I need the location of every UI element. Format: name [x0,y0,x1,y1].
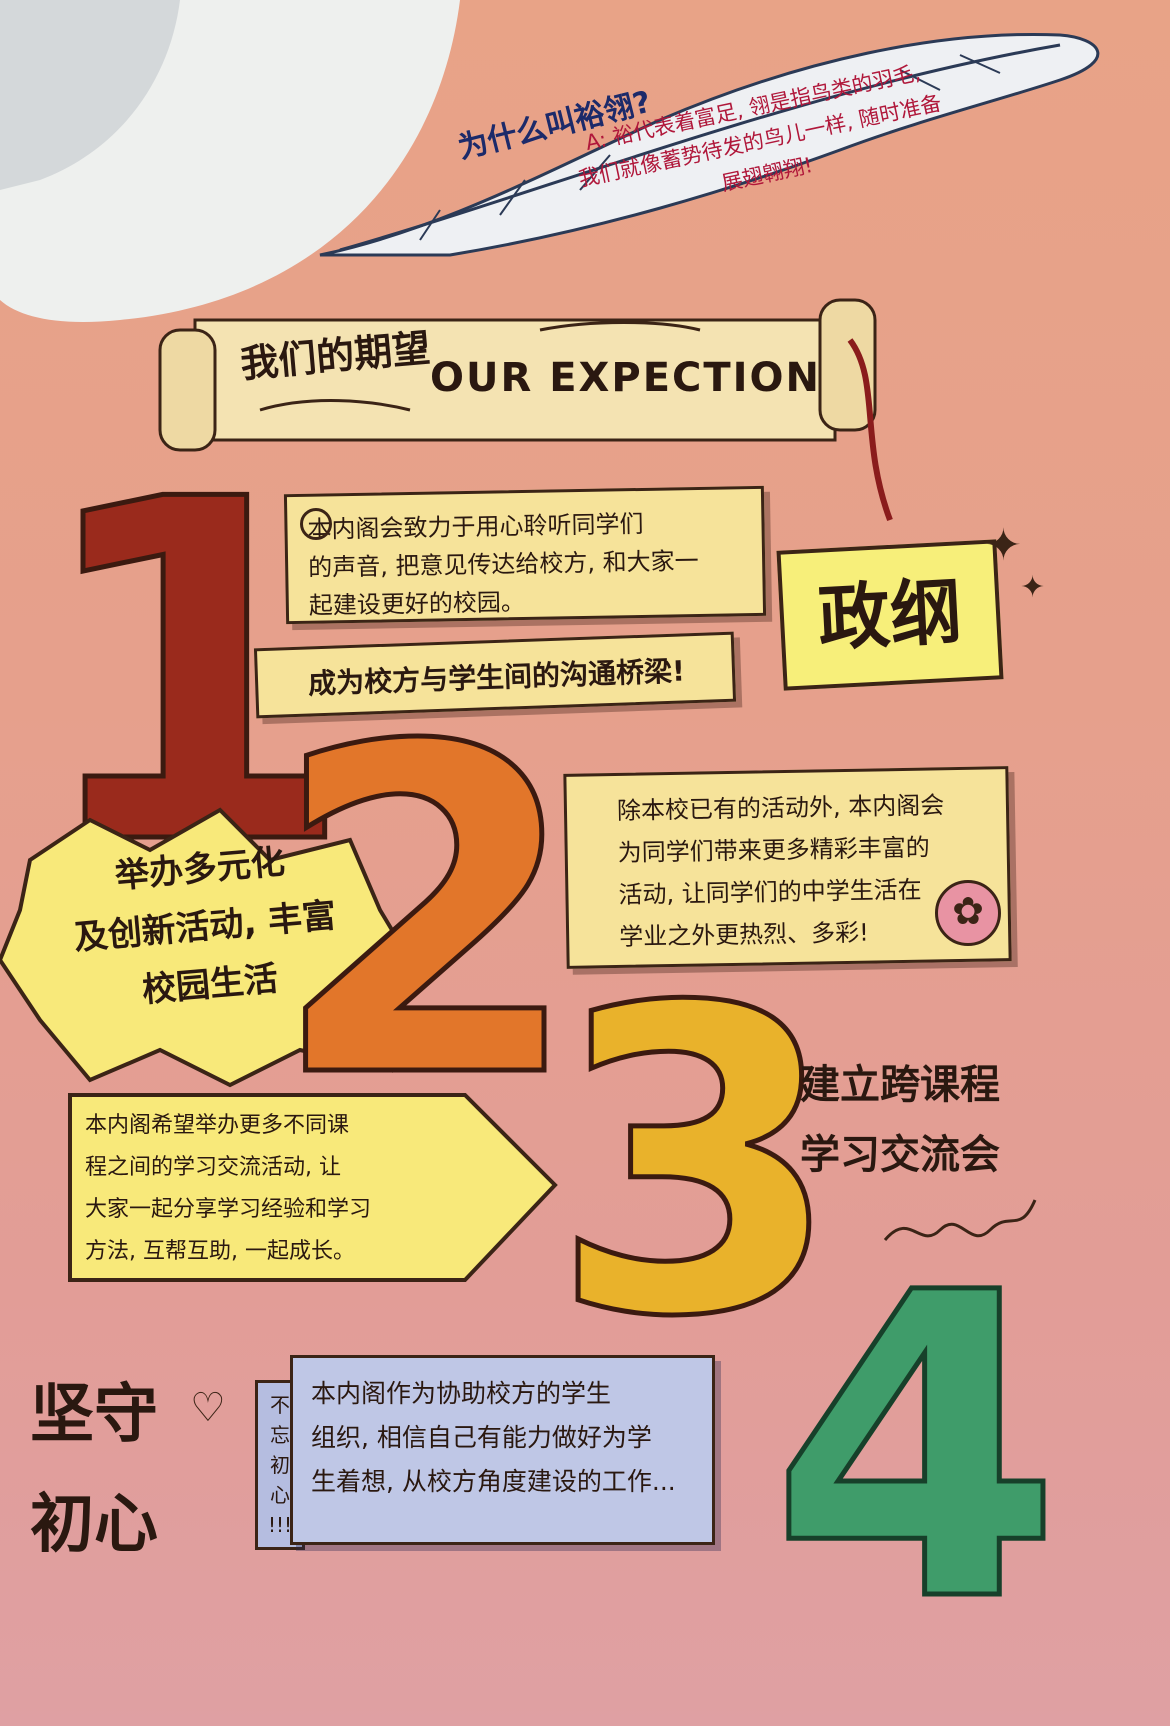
heart-icon: ♡ [190,1385,226,1431]
item-3-tag-shape [68,1093,558,1282]
scroll-banner [158,298,877,452]
item-4-tag-text: 不忘 初心 !!! [267,1393,293,1537]
number-2: 2 [267,653,585,1177]
number-4: 4 [767,1205,1064,1694]
feather-illustration [319,33,1100,257]
item-4-side-text: 坚守 初心 [30,1378,158,1562]
item-4-card: 本内阁作为协助校方的学生 组织, 相信自己有能力做好为学 生着想, 从校方角度建… [290,1355,715,1545]
item-3-card: 本内阁希望举办更多不同课 程之间的学习交流活动, 让 大家一起分享学习经验和学习… [85,1113,372,1264]
number-3: 3 [547,920,844,1409]
platform-label: 政纲 [776,539,1004,691]
ribbon-decoration [847,338,893,522]
pen-scribble-icon [883,1199,1037,1241]
item-3-side-text: 建立跨课程 学习交流会 [800,1062,1000,1178]
bullet-circle-icon [300,508,332,540]
item-1-card: 本内阁会致力于用心聆听同学们 的声音, 把意见传达给校方, 和大家一 起建设更好… [283,485,767,625]
sparkle-icon: ✦ [1020,570,1046,605]
banner-title-en: OUR EXPECTION [430,355,822,401]
sparkle-icon: ✦ [985,520,1022,571]
starburst-shape [0,807,413,1088]
white-circle-decoration [0,0,460,322]
flower-icon: ✿ [935,880,1001,946]
